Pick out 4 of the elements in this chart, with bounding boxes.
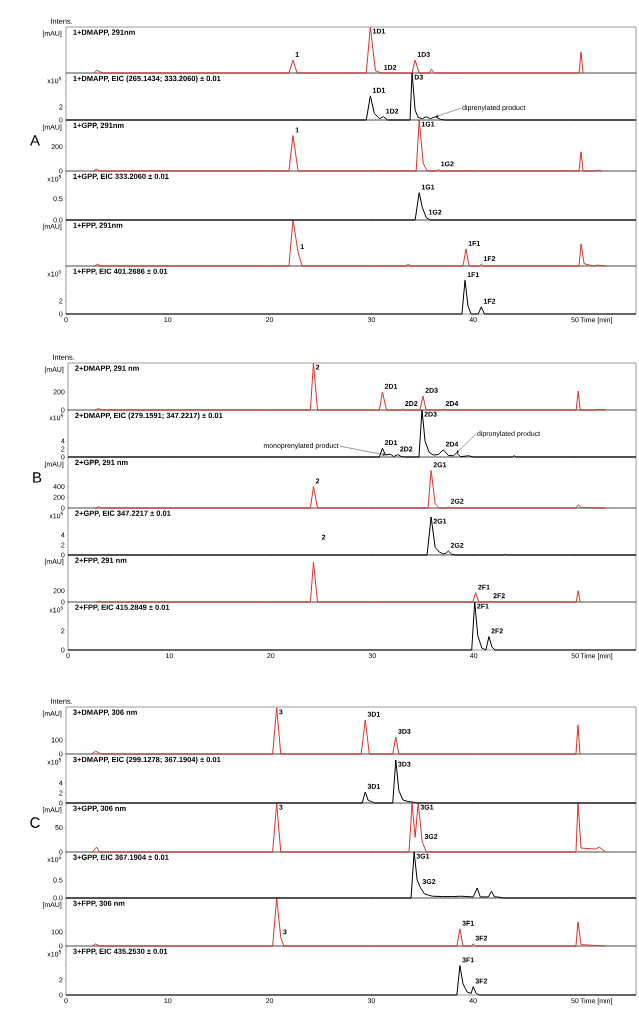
line-series [94, 469, 607, 509]
text: A [30, 135, 40, 146]
text: C [30, 817, 40, 828]
text: B [33, 472, 42, 483]
